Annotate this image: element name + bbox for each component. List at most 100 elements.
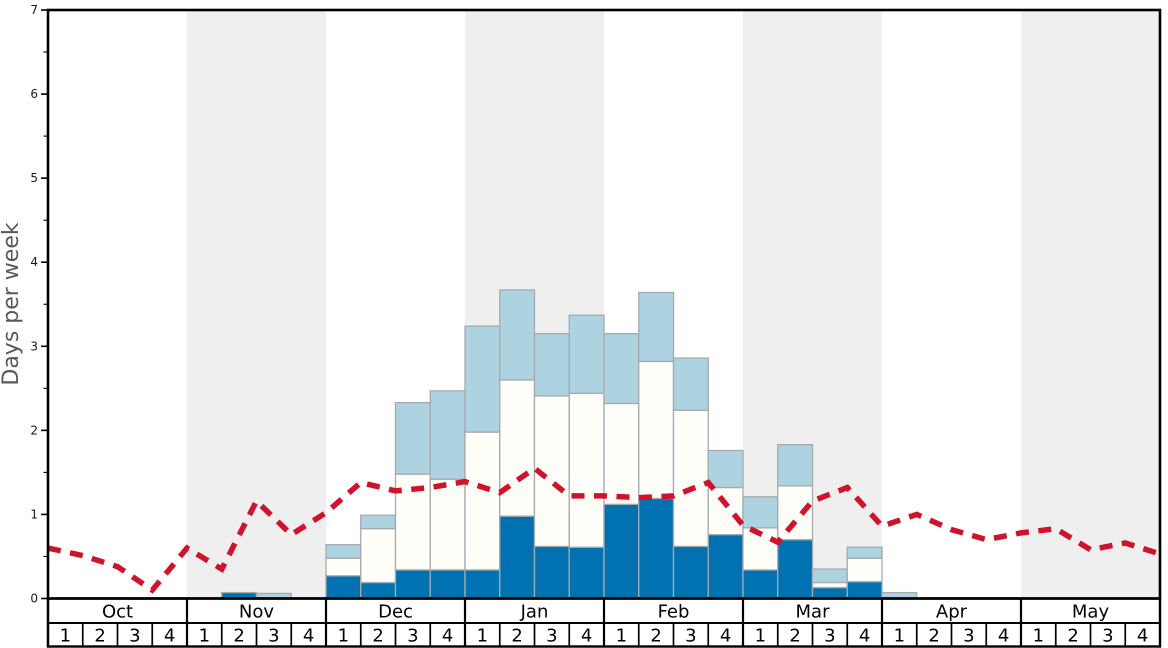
week-label: 3: [963, 625, 974, 646]
bar-segment-dark-blue-bottom-segment: [811, 586, 848, 600]
bar-segment-light-blue-top-segment: [568, 314, 605, 395]
week-label: 1: [477, 625, 488, 646]
week-label: 3: [129, 625, 140, 646]
bar-segment-light-blue-top-segment: [811, 568, 848, 584]
bar-segment-white-middle-segment: [325, 557, 362, 577]
bar-segment-light-blue-top-segment: [360, 514, 397, 530]
month-label-apr: Apr: [936, 601, 968, 622]
bar-segment-white-middle-segment: [811, 581, 848, 589]
week-label: 1: [199, 625, 210, 646]
bar-segment-dark-blue-bottom-segment: [672, 545, 709, 600]
bar-segment-dark-blue-bottom-segment: [499, 515, 536, 600]
y-axis-tick-label: 0: [30, 592, 38, 606]
bar-segment-light-blue-top-segment: [394, 401, 431, 475]
bar-segment-light-blue-top-segment: [533, 333, 570, 397]
week-label: 4: [1137, 625, 1148, 646]
week-label: 3: [1102, 625, 1113, 646]
bar-segment-white-middle-segment: [568, 392, 605, 548]
bar-segment-dark-blue-bottom-segment: [707, 533, 744, 600]
month-band-may: [1021, 10, 1160, 599]
week-label: 4: [442, 625, 453, 646]
bar-segment-dark-blue-bottom-segment: [464, 569, 501, 600]
week-label: 4: [303, 625, 314, 646]
week-label: 2: [94, 625, 105, 646]
month-label-jan: Jan: [520, 601, 549, 622]
week-label: 1: [338, 625, 349, 646]
month-band-nov: [187, 10, 326, 599]
bar-segment-dark-blue-bottom-segment: [360, 581, 397, 600]
stacked-bars: [221, 289, 918, 600]
bar-segment-white-middle-segment: [638, 360, 675, 500]
y-axis-tick-label: 7: [30, 3, 38, 17]
bar-segment-white-middle-segment: [360, 528, 397, 584]
week-label: 4: [998, 625, 1009, 646]
month-label-may: May: [1072, 601, 1110, 622]
bar-segment-dark-blue-bottom-segment: [325, 575, 362, 600]
bar-segment-dark-blue-bottom-segment: [846, 581, 883, 600]
week-label: 1: [755, 625, 766, 646]
y-axis-tick-label: 3: [30, 339, 38, 353]
month-label-nov: Nov: [239, 601, 274, 622]
week-label: 2: [650, 625, 661, 646]
bar-segment-white-middle-segment: [672, 409, 709, 548]
bar-segment-light-blue-top-segment: [707, 449, 744, 489]
bar-segment-dark-blue-bottom-segment: [742, 569, 779, 600]
month-label-dec: Dec: [378, 601, 413, 622]
y-axis-tick-label: 1: [30, 507, 38, 521]
bar-segment-light-blue-top-segment: [464, 325, 501, 433]
bar-segment-dark-blue-bottom-segment: [429, 569, 466, 600]
week-label: 3: [268, 625, 279, 646]
week-label: 4: [859, 625, 870, 646]
bar-segment-light-blue-top-segment: [499, 289, 536, 381]
plot-frame: [46, 8, 1162, 600]
week-label: 1: [616, 625, 627, 646]
y-axis: 0 1 2 3 4 5 6 7: [30, 3, 48, 606]
week-label: 3: [685, 625, 696, 646]
week-label: 3: [546, 625, 557, 646]
bar-segment-light-blue-top-segment: [325, 544, 362, 559]
bar-segment-light-blue-top-segment: [429, 390, 466, 480]
week-label: 2: [928, 625, 939, 646]
bar-segment-white-middle-segment: [429, 478, 466, 571]
month-label-mar: Mar: [796, 601, 831, 622]
bar-segment-light-blue-top-segment: [846, 546, 883, 559]
month-label-oct: Oct: [102, 601, 133, 622]
bar-segment-dark-blue-bottom-segment: [394, 569, 431, 600]
week-label: 3: [407, 625, 418, 646]
bar-segment-light-blue-top-segment: [603, 333, 640, 405]
bar-segment-dark-blue-bottom-segment: [638, 497, 675, 600]
y-axis-tick-label: 5: [30, 171, 38, 185]
bar-segment-dark-blue-bottom-segment: [568, 546, 605, 600]
bar-segment-white-middle-segment: [603, 402, 640, 505]
week-label: 2: [372, 625, 383, 646]
y-axis-tick-label: 4: [30, 255, 38, 269]
month-label-feb: Feb: [658, 601, 690, 622]
plot-frame-group: [46, 8, 1162, 600]
week-label: 2: [233, 625, 244, 646]
bar-segment-light-blue-top-segment: [672, 357, 709, 411]
red-dashed-line: [47, 464, 1161, 594]
bar-segment-white-middle-segment: [707, 486, 744, 536]
week-label: 3: [824, 625, 835, 646]
week-label: 1: [1033, 625, 1044, 646]
week-label: 2: [789, 625, 800, 646]
red-dashed-line-group: [47, 464, 1161, 594]
week-label: 4: [164, 625, 175, 646]
bar-segment-white-middle-segment: [464, 431, 501, 571]
bar-segment-dark-blue-bottom-segment: [777, 539, 814, 600]
bar-segment-light-blue-top-segment: [777, 443, 814, 487]
week-label: 2: [1067, 625, 1078, 646]
bar-segment-dark-blue-bottom-segment: [603, 503, 640, 600]
week-label: 1: [60, 625, 71, 646]
week-label: 4: [581, 625, 592, 646]
bar-segment-white-middle-segment: [499, 379, 536, 517]
week-label: 4: [720, 625, 731, 646]
bar-segment-light-blue-top-segment: [742, 496, 779, 529]
week-label: 2: [511, 625, 522, 646]
x-axis-month-week-header: Oct 1 2 3 4 Nov 1 2 3 4 Dec 1 2 3 4 Jan 1 2 3 4 Feb 1 2 3 4 Mar 1 2…: [46, 597, 1162, 648]
week-label: 1: [894, 625, 905, 646]
bar-segment-light-blue-top-segment: [638, 291, 675, 363]
bar-segment-dark-blue-bottom-segment: [533, 545, 570, 600]
